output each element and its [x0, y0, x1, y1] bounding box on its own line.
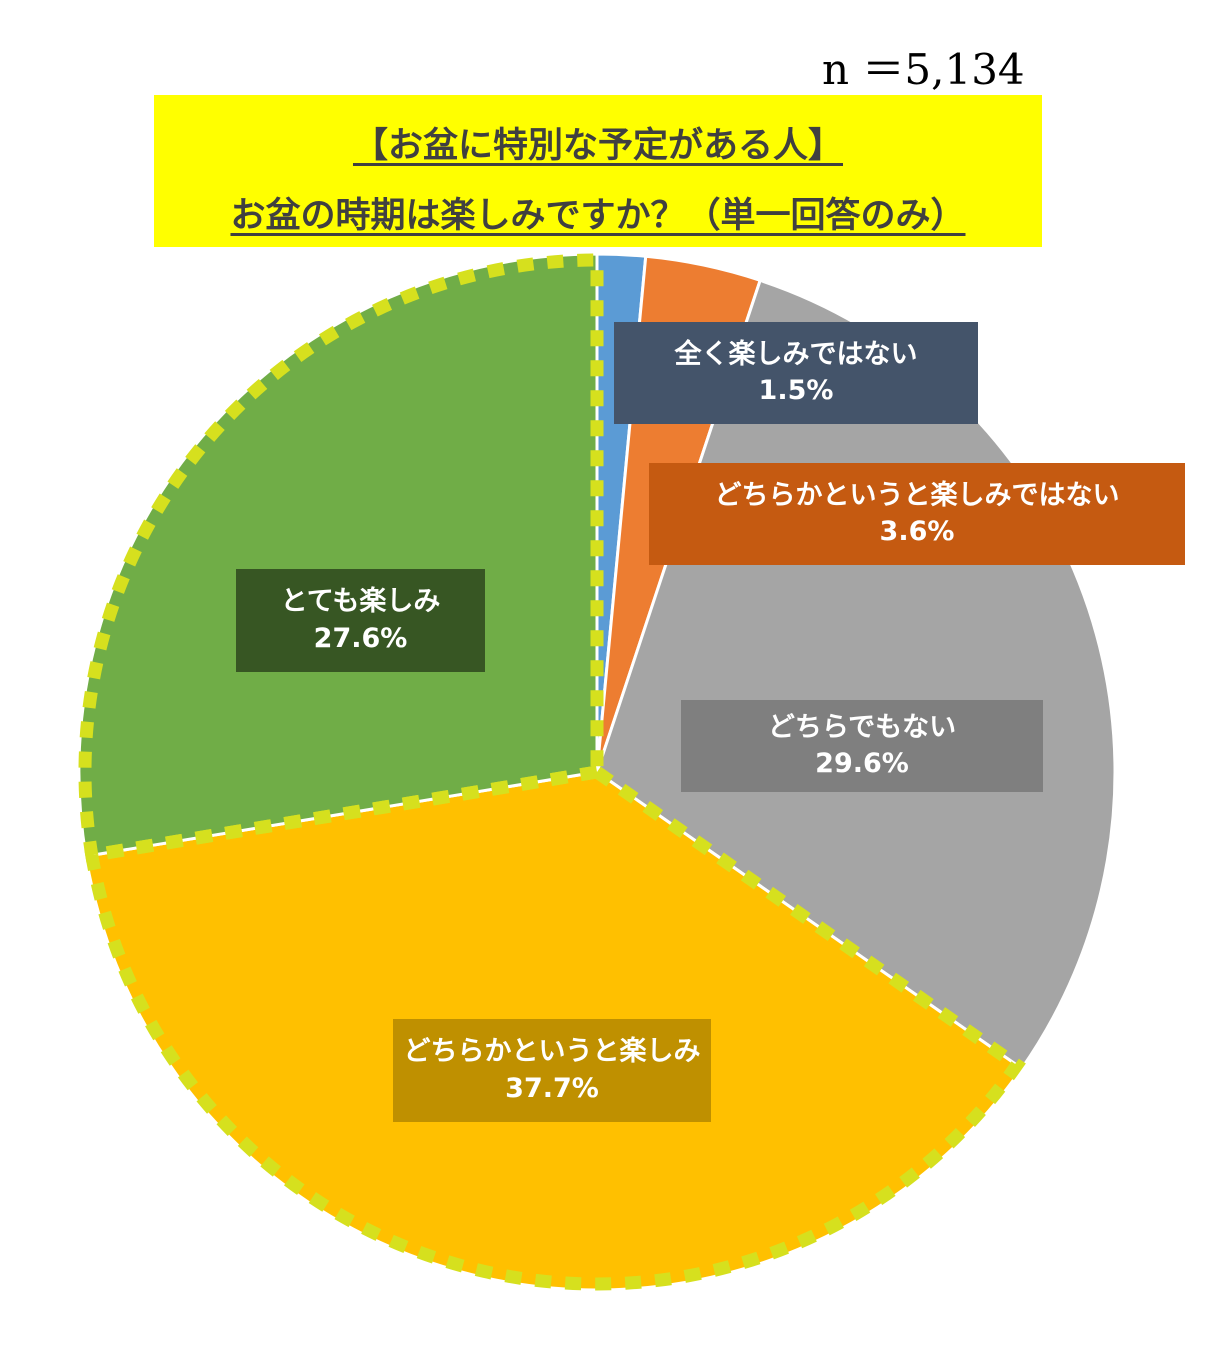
slice-label-name: とても楽しみ: [280, 586, 441, 618]
highlight-outline-4: [78, 253, 604, 863]
chart-title-line-2: お盆の時期は楽しみですか？（単一回答のみ）: [230, 196, 966, 236]
slice-label-0: 全く楽しみではない 1.5%: [614, 322, 978, 424]
highlight-outline-3: [84, 765, 1026, 1291]
chart-title-line-1: 【お盆に特別な予定がある人】: [352, 126, 843, 166]
slice-label-name: どちらかというと楽しみではない: [714, 479, 1120, 511]
slice-label-2: どちらでもない 29.6%: [681, 700, 1043, 792]
slice-label-value: 27.6%: [313, 622, 408, 654]
pie-slice-4: [77, 252, 599, 858]
slice-label-value: 3.6%: [879, 516, 955, 547]
slice-label-1: どちらかというと楽しみではない 3.6%: [649, 463, 1185, 565]
chart-title-box: 【お盆に特別な予定がある人】 お盆の時期は楽しみですか？（単一回答のみ）: [154, 95, 1042, 247]
slice-label-name: どちらかというと楽しみ: [403, 1036, 701, 1068]
slice-label-3: どちらかというと楽しみ 37.7%: [393, 1019, 711, 1122]
sample-size-label: n ＝5,134: [822, 45, 1025, 94]
slice-label-4: とても楽しみ 27.6%: [236, 569, 485, 672]
slice-label-value: 37.7%: [505, 1072, 599, 1104]
slice-label-name: どちらでもない: [767, 711, 957, 743]
slice-label-value: 29.6%: [815, 748, 909, 779]
slice-label-value: 1.5%: [758, 375, 834, 406]
slice-label-name: 全く楽しみではない: [674, 338, 918, 370]
